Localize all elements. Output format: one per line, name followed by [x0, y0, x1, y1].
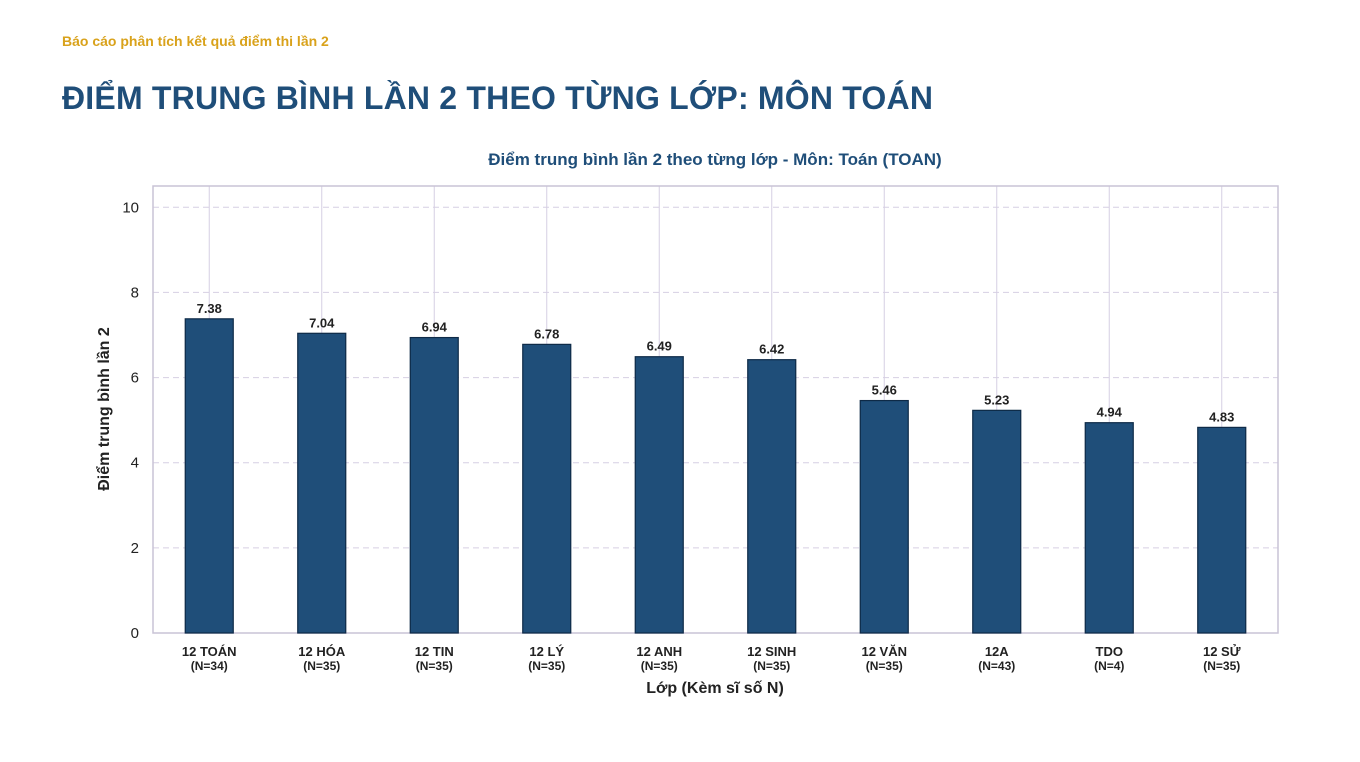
x-tick-label: 12 SỬ: [1203, 644, 1241, 659]
y-tick-label: 4: [131, 455, 139, 472]
bar: [859, 399, 909, 634]
plot-area-frame: [152, 185, 1279, 634]
x-tick-label: 12 HÓA: [298, 644, 346, 659]
bar-value-label: 7.04: [309, 315, 335, 330]
y-tick-label: 6: [131, 370, 139, 387]
y-tick-label: 0: [131, 625, 139, 642]
x-tick-count: (N=35): [528, 659, 565, 673]
x-tick-count: (N=4): [1094, 659, 1124, 673]
bar-value-label: 6.78: [534, 326, 559, 341]
x-tick-count: (N=35): [866, 659, 903, 673]
bar-value-label: 4.94: [1097, 405, 1123, 420]
x-tick-label: 12 LÝ: [529, 644, 564, 659]
bar: [522, 343, 572, 634]
x-tick-label: 12 TOÁN: [182, 644, 237, 659]
bar: [409, 336, 459, 634]
x-axis-label: Lớp (Kèm sĩ số N): [646, 680, 784, 697]
bar: [184, 318, 234, 634]
x-tick-count: (N=35): [416, 659, 453, 673]
x-tick-count: (N=43): [978, 659, 1015, 673]
x-tick-label: 12 TIN: [415, 644, 454, 659]
report-label: Báo cáo phân tích kết quả điểm thi lần 2: [62, 33, 329, 49]
x-tick-label: 12A: [985, 644, 1009, 659]
bar-value-label: 5.46: [872, 383, 897, 398]
x-tick-count: (N=35): [641, 659, 678, 673]
bar-value-label: 7.38: [197, 301, 222, 316]
x-tick-label: 12 SINH: [747, 644, 796, 659]
page-title: ĐIỂM TRUNG BÌNH LẦN 2 THEO TỪNG LỚP: MÔN…: [62, 80, 934, 116]
bar: [634, 356, 684, 634]
x-tick-count: (N=35): [303, 659, 340, 673]
bar: [1084, 422, 1134, 634]
bar-value-label: 4.83: [1209, 409, 1234, 424]
y-tick-label: 8: [131, 284, 139, 301]
x-tick-count: (N=35): [753, 659, 790, 673]
bar: [972, 409, 1022, 634]
bar-value-label: 6.94: [422, 320, 448, 335]
x-tick-count: (N=35): [1203, 659, 1240, 673]
bars-layer: 7.38 7.04 6.94 6.78 6.49 6.42 5.46 5.23 4.94 4.83: [184, 301, 1247, 634]
x-tick-label: TDO: [1096, 644, 1123, 659]
y-axis-label: Điểm trung bình lần 2: [95, 327, 113, 491]
y-tick-label: 10: [122, 199, 139, 216]
bar-value-label: 5.23: [984, 392, 1009, 407]
chart-title: Điểm trung bình lần 2 theo từng lớp - Mô…: [488, 150, 941, 169]
bar-value-label: 6.42: [759, 342, 784, 357]
y-tick-label: 2: [131, 540, 139, 557]
x-tick-label: 12 VĂN: [861, 644, 907, 659]
x-tick-label: 12 ANH: [636, 644, 682, 659]
bar-value-label: 6.49: [647, 339, 672, 354]
bar: [747, 359, 797, 634]
bar: [297, 332, 347, 634]
x-tick-count: (N=34): [191, 659, 228, 673]
bar: [1197, 426, 1247, 634]
